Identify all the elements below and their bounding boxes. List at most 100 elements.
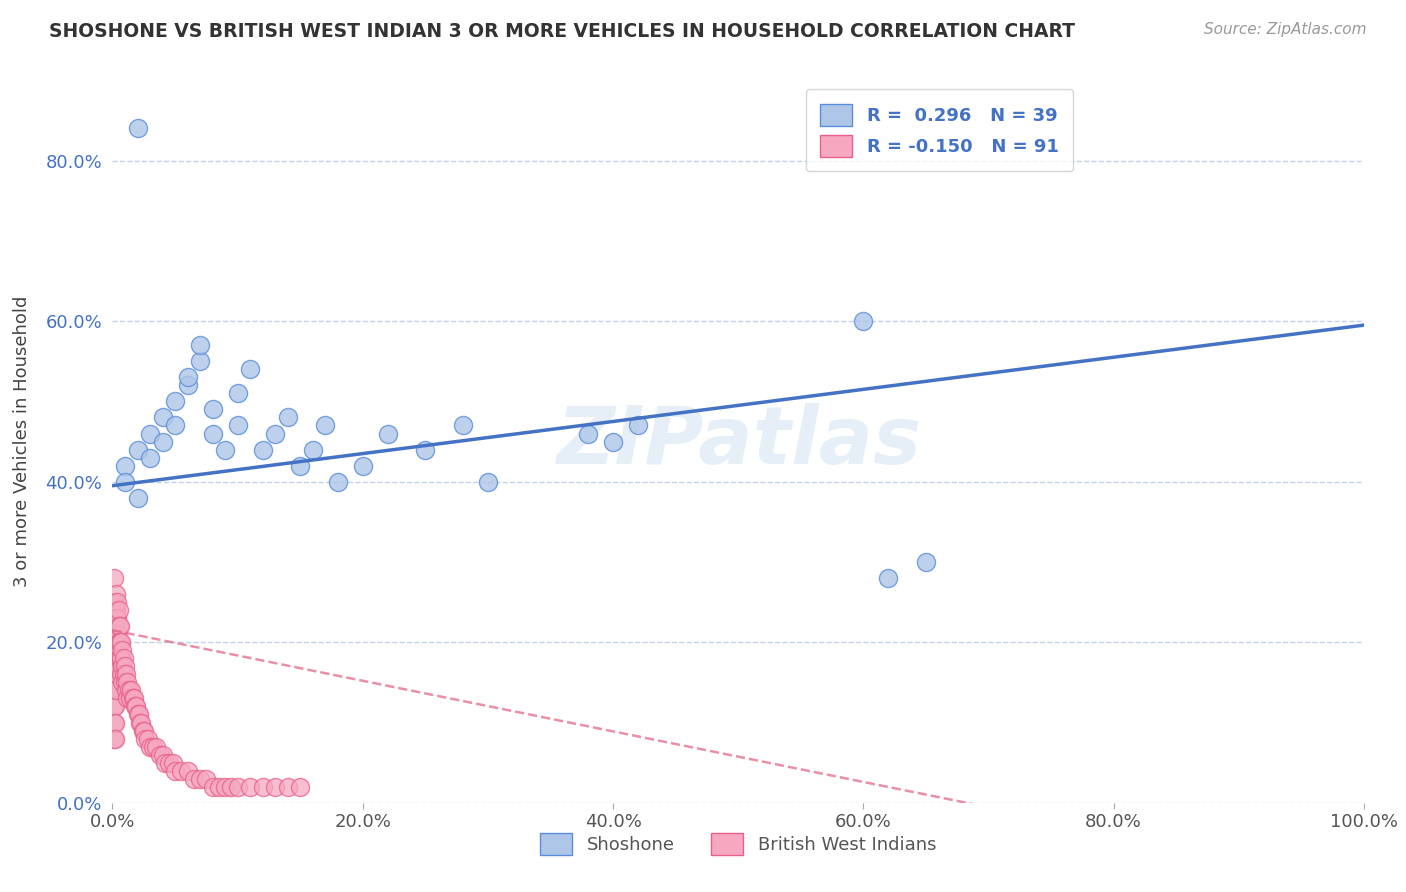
Point bbox=[239, 362, 262, 376]
Point bbox=[120, 683, 142, 698]
Point bbox=[111, 643, 134, 657]
Point bbox=[103, 667, 125, 681]
Point bbox=[108, 619, 131, 633]
Point bbox=[239, 780, 262, 794]
Point bbox=[214, 780, 236, 794]
Point bbox=[105, 587, 128, 601]
Point bbox=[107, 635, 129, 649]
Point bbox=[221, 780, 243, 794]
Point bbox=[214, 442, 236, 457]
Point bbox=[188, 354, 211, 368]
Point bbox=[139, 426, 162, 441]
Point bbox=[477, 475, 499, 489]
Point bbox=[162, 756, 184, 770]
Point bbox=[326, 475, 349, 489]
Point bbox=[105, 635, 128, 649]
Point bbox=[103, 651, 125, 665]
Point bbox=[104, 619, 127, 633]
Point bbox=[105, 603, 128, 617]
Point bbox=[145, 739, 167, 754]
Point bbox=[627, 418, 650, 433]
Point bbox=[114, 458, 136, 473]
Point bbox=[127, 442, 149, 457]
Point bbox=[110, 667, 132, 681]
Point bbox=[352, 458, 374, 473]
Point bbox=[107, 643, 129, 657]
Point bbox=[264, 780, 287, 794]
Point bbox=[163, 418, 186, 433]
Point bbox=[127, 707, 149, 722]
Point bbox=[107, 627, 129, 641]
Point bbox=[108, 651, 131, 665]
Point bbox=[112, 651, 135, 665]
Point bbox=[103, 571, 125, 585]
Point bbox=[132, 723, 155, 738]
Point bbox=[127, 121, 149, 136]
Point bbox=[176, 378, 198, 392]
Point bbox=[117, 691, 139, 706]
Point bbox=[103, 595, 125, 609]
Point bbox=[152, 410, 174, 425]
Point bbox=[124, 699, 146, 714]
Point bbox=[139, 450, 162, 465]
Point bbox=[112, 667, 135, 681]
Point bbox=[103, 683, 125, 698]
Point bbox=[163, 394, 186, 409]
Point bbox=[125, 699, 148, 714]
Point bbox=[201, 780, 224, 794]
Point bbox=[852, 314, 875, 328]
Point bbox=[104, 651, 127, 665]
Point bbox=[114, 659, 136, 673]
Point bbox=[188, 772, 211, 786]
Point bbox=[105, 683, 128, 698]
Point bbox=[105, 667, 128, 681]
Point bbox=[201, 426, 224, 441]
Point bbox=[111, 659, 134, 673]
Point bbox=[176, 764, 198, 778]
Point bbox=[129, 715, 152, 730]
Point bbox=[122, 691, 145, 706]
Point bbox=[115, 667, 138, 681]
Point bbox=[129, 715, 152, 730]
Point bbox=[114, 675, 136, 690]
Point bbox=[163, 764, 186, 778]
Point bbox=[114, 475, 136, 489]
Point bbox=[877, 571, 900, 585]
Point bbox=[413, 442, 436, 457]
Point bbox=[377, 426, 399, 441]
Point bbox=[128, 707, 150, 722]
Point bbox=[314, 418, 336, 433]
Point bbox=[115, 683, 138, 698]
Point bbox=[170, 764, 193, 778]
Point bbox=[576, 426, 599, 441]
Point bbox=[226, 418, 249, 433]
Point bbox=[107, 595, 129, 609]
Point bbox=[107, 659, 129, 673]
Point bbox=[107, 611, 129, 625]
Point bbox=[105, 651, 128, 665]
Point bbox=[104, 699, 127, 714]
Point bbox=[121, 691, 143, 706]
Point bbox=[134, 731, 156, 746]
Point bbox=[111, 675, 134, 690]
Point bbox=[252, 442, 274, 457]
Point bbox=[103, 731, 125, 746]
Point bbox=[176, 370, 198, 384]
Point bbox=[188, 338, 211, 352]
Point bbox=[252, 780, 274, 794]
Point bbox=[107, 603, 129, 617]
Point bbox=[104, 683, 127, 698]
Point bbox=[110, 651, 132, 665]
Point bbox=[152, 747, 174, 762]
Point bbox=[301, 442, 323, 457]
Point bbox=[131, 723, 153, 738]
Point bbox=[290, 780, 312, 794]
Y-axis label: 3 or more Vehicles in Household: 3 or more Vehicles in Household bbox=[13, 296, 31, 587]
Point bbox=[226, 386, 249, 401]
Point bbox=[195, 772, 218, 786]
Point bbox=[104, 603, 127, 617]
Point bbox=[103, 619, 125, 633]
Point bbox=[104, 635, 127, 649]
Point bbox=[152, 434, 174, 449]
Point bbox=[226, 780, 249, 794]
